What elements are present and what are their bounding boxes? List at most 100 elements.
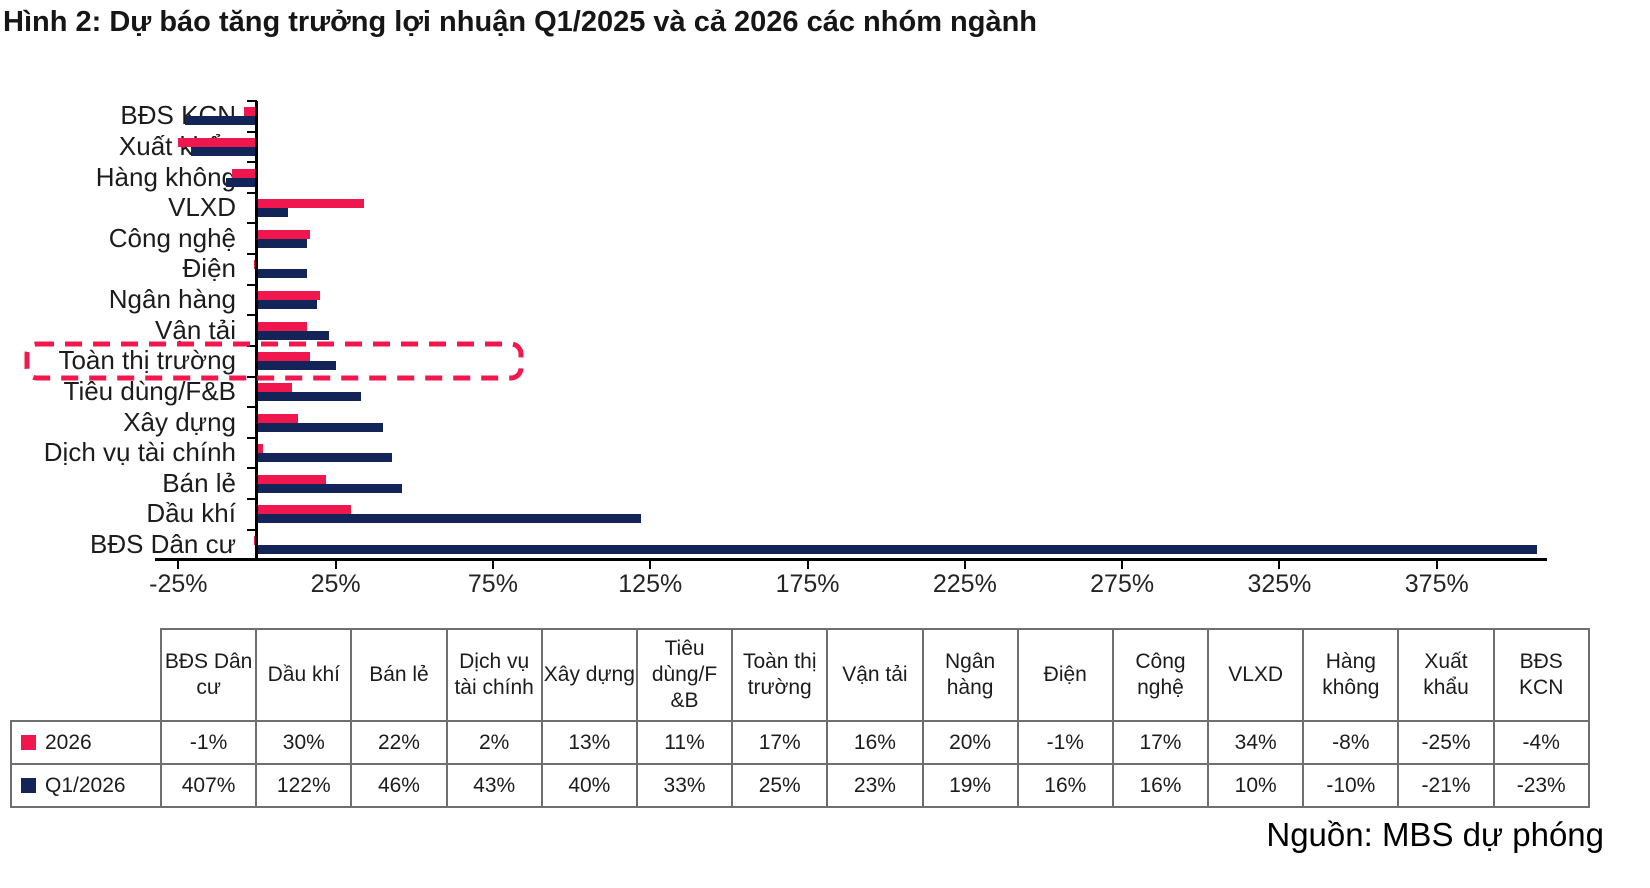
table-column-header: Dịch vụ tài chính xyxy=(445,628,543,722)
x-axis-tick-label: 325% xyxy=(1247,570,1312,598)
highlight-box-outline xyxy=(24,341,524,381)
category-label: VLXD xyxy=(168,192,236,223)
table-value-cell: -10% xyxy=(1302,763,1400,808)
y-axis-tick xyxy=(247,375,257,378)
table-column-header: Tiêu dùng/F &B xyxy=(635,628,734,722)
highlight-box xyxy=(24,341,524,381)
bar-2026 xyxy=(231,168,257,178)
x-axis-tick-label: 175% xyxy=(775,570,840,598)
bar-q1-2026 xyxy=(257,544,1538,554)
bar-q1-2026 xyxy=(257,330,330,340)
x-axis-tick-label: 375% xyxy=(1404,570,1469,598)
y-axis-tick xyxy=(247,344,257,347)
table-value-cell: 10% xyxy=(1207,763,1305,808)
category-label: BĐS KCN xyxy=(120,100,236,131)
data-table: BĐS Dân cư Dầu khí Bán lẻ Dịch vụ tài chính… xyxy=(10,628,1590,808)
y-axis-tick xyxy=(247,498,257,501)
y-axis-tick xyxy=(247,253,257,256)
x-axis-tick xyxy=(491,559,494,569)
table-value-cell: 23% xyxy=(826,763,924,808)
table-value-cell: 25% xyxy=(731,763,829,808)
bar-2026 xyxy=(257,474,327,484)
category-label: Dịch vụ tài chính xyxy=(43,437,236,468)
x-axis-tick-label: 225% xyxy=(932,570,997,598)
y-axis-tick xyxy=(247,161,257,164)
table-value-cell: -21% xyxy=(1397,763,1495,808)
y-axis-tick xyxy=(247,436,257,439)
table-value-cell: 19% xyxy=(921,763,1019,808)
table-column-header: Công nghệ xyxy=(1111,628,1210,722)
y-axis-tick xyxy=(247,467,257,470)
table-column-header: Xây dựng xyxy=(540,628,638,722)
x-axis-tick xyxy=(334,559,337,569)
table-value-cell: 17% xyxy=(731,720,829,765)
bar-2026 xyxy=(244,107,257,117)
x-axis-tick xyxy=(177,559,180,569)
table-column-header: BĐS Dân cư xyxy=(159,628,258,722)
bar-2026 xyxy=(257,352,311,362)
y-axis-tick xyxy=(247,100,257,102)
category-label: Vận tải xyxy=(155,314,236,345)
bar-q1-2026 xyxy=(257,208,289,218)
table-value-cell: 43% xyxy=(445,763,543,808)
table-header-row: BĐS Dân cư Dầu khí Bán lẻ Dịch vụ tài chính… xyxy=(11,628,1590,722)
table-value-cell: 13% xyxy=(540,720,638,765)
table-body: 2026 -1% 30% 22% 2% 13% 11% 17% 16% 20% -1% 17% 34% -… xyxy=(10,720,1590,808)
table-column-header: Bán lẻ xyxy=(350,628,448,722)
y-axis-tick xyxy=(247,283,257,286)
table-column-header: Ngân hàng xyxy=(921,628,1019,722)
source-note: Nguồn: MBS dự phóng xyxy=(1266,816,1604,853)
y-axis-tick xyxy=(247,130,257,133)
y-axis-tick xyxy=(247,222,257,225)
bar-q1-2026 xyxy=(184,116,257,126)
table-value-cell: 11% xyxy=(635,720,734,765)
category-label: Bán lẻ xyxy=(162,467,236,498)
x-axis-tick-label: 125% xyxy=(618,570,683,598)
figure-title: Hình 2: Dự báo tăng trưởng lợi nhuận Q1/… xyxy=(3,6,1038,38)
table-value-cell: 34% xyxy=(1207,720,1305,765)
category-label: Toàn thị trường xyxy=(58,345,236,376)
legend-label: 2026 xyxy=(45,730,92,754)
y-axis-tick xyxy=(247,528,257,531)
category-label: Hàng không xyxy=(95,161,236,192)
bar-2026 xyxy=(257,291,320,301)
y-axis-tick xyxy=(247,191,257,194)
bar-2026 xyxy=(257,229,311,239)
bar-q1-2026 xyxy=(225,177,257,187)
legend-cell: Q1/2026 xyxy=(10,763,162,808)
table-value-cell: 20% xyxy=(921,720,1019,765)
bar-2026 xyxy=(257,505,352,515)
table-value-cell: 33% xyxy=(635,763,734,808)
table-column-header: Toàn thị trường xyxy=(731,628,829,722)
table-column-header: VLXD xyxy=(1207,628,1305,722)
category-label: Dầu khí xyxy=(146,498,236,529)
table-column-header: Hàng không xyxy=(1302,628,1400,722)
table-column-header: Vận tải xyxy=(826,628,924,722)
x-axis-tick-label: 75% xyxy=(467,570,518,598)
table-value-cell: -25% xyxy=(1397,720,1495,765)
category-label: Điện xyxy=(182,253,236,284)
table-corner-cell xyxy=(11,629,162,722)
x-axis-tick xyxy=(1435,559,1438,569)
table-column-header: Điện xyxy=(1016,628,1114,722)
x-axis-tick xyxy=(963,559,966,569)
bar-2026 xyxy=(257,321,308,331)
table-column-header: Dầu khí xyxy=(255,628,353,722)
table-value-cell: 16% xyxy=(1016,763,1114,808)
bar-q1-2026 xyxy=(190,146,257,156)
bar-q1-2026 xyxy=(257,238,308,248)
bar-q1-2026 xyxy=(257,453,393,463)
bar-q1-2026 xyxy=(257,483,402,493)
table-value-cell: -1% xyxy=(159,720,258,765)
table-value-cell: 16% xyxy=(1111,763,1210,808)
category-label: BĐS Dân cư xyxy=(89,528,236,559)
bar-2026 xyxy=(257,413,298,423)
x-axis-tick-label: 25% xyxy=(310,570,361,598)
bar-2026 xyxy=(178,137,257,147)
table-header-row: BĐS Dân cư Dầu khí Bán lẻ Dịch vụ tài chính… xyxy=(11,628,1590,722)
bar-2026 xyxy=(257,444,264,454)
legend-label: Q1/2026 xyxy=(45,773,126,797)
bar-q1-2026 xyxy=(257,269,308,279)
bar-2026 xyxy=(257,382,292,392)
x-axis-tick-label: 275% xyxy=(1090,570,1155,598)
